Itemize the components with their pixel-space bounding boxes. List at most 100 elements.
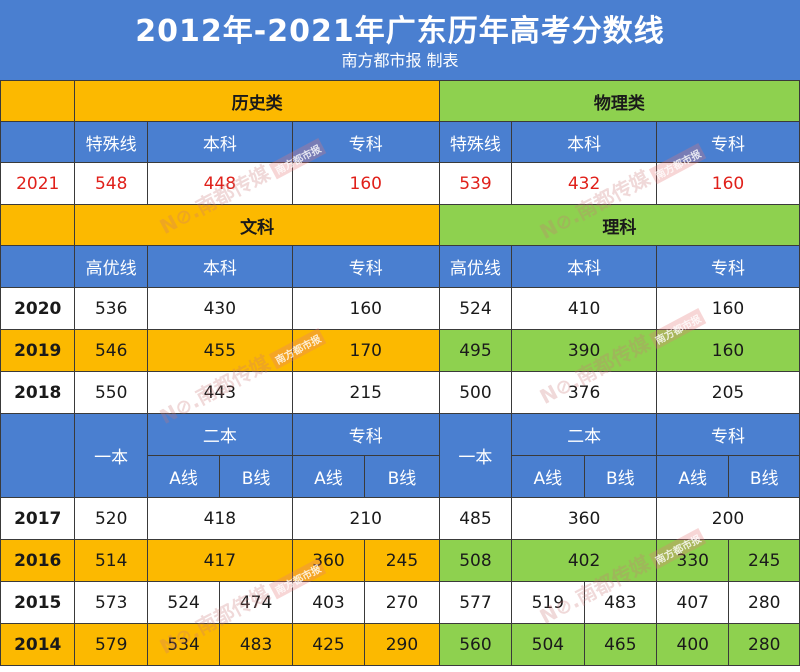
page-subtitle: 南方都市报 制表 bbox=[341, 51, 459, 70]
value-cell: 539 bbox=[438, 162, 513, 205]
year-cell: 2018 bbox=[0, 371, 76, 414]
header-cell: 一本 bbox=[438, 413, 513, 498]
value-cell: 519 bbox=[511, 581, 585, 624]
header-cell: 专科 bbox=[291, 245, 440, 288]
value-cell: 360 bbox=[291, 539, 366, 582]
value-cell: 504 bbox=[511, 623, 585, 666]
table-row: 2020 536 430 160 524 410 160 bbox=[0, 287, 800, 330]
value-cell: 410 bbox=[511, 287, 658, 330]
header-cell: 专科 bbox=[291, 121, 440, 163]
header-cell: 专科 bbox=[291, 413, 440, 456]
table-row: 2018 550 443 215 500 376 205 bbox=[0, 371, 800, 414]
column-header-row: 一本 二本 专科 一本 二本 专科 bbox=[0, 413, 800, 498]
value-cell: 407 bbox=[656, 581, 730, 624]
header-cell: 本科 bbox=[511, 245, 658, 288]
header-cell bbox=[0, 121, 76, 163]
value-cell: 403 bbox=[291, 581, 366, 624]
header-cell: 本科 bbox=[146, 245, 293, 288]
value-cell: 290 bbox=[364, 623, 440, 666]
header-cell: B线 bbox=[583, 455, 658, 498]
value-cell: 508 bbox=[438, 539, 513, 582]
value-cell: 215 bbox=[291, 371, 440, 414]
table-row: 2021 548 448 160 539 432 160 bbox=[0, 162, 800, 205]
value-cell: 483 bbox=[219, 623, 293, 666]
value-cell: 550 bbox=[74, 371, 148, 414]
header-cell: 本科 bbox=[511, 121, 658, 163]
section-header-row: 文科 理科 bbox=[0, 204, 800, 246]
table-row: 2019 546 455 170 495 390 160 bbox=[0, 329, 800, 372]
title-banner: 2012年-2021年广东历年高考分数线 南方都市报 制表 bbox=[0, 0, 800, 80]
value-cell: 417 bbox=[146, 539, 293, 582]
column-header-row: 特殊线 本科 专科 特殊线 本科 专科 bbox=[0, 121, 800, 163]
value-cell: 160 bbox=[656, 329, 800, 372]
value-cell: 560 bbox=[438, 623, 513, 666]
value-cell: 430 bbox=[146, 287, 293, 330]
value-cell: 245 bbox=[364, 539, 440, 582]
header-cell: A线 bbox=[656, 455, 730, 498]
corner-cell bbox=[0, 80, 76, 122]
value-cell: 474 bbox=[219, 581, 293, 624]
year-cell: 2014 bbox=[0, 623, 76, 666]
year-cell: 2020 bbox=[0, 287, 76, 330]
value-cell: 432 bbox=[511, 162, 658, 205]
section-label-science: 理科 bbox=[438, 204, 800, 246]
corner-cell bbox=[0, 204, 76, 246]
value-cell: 534 bbox=[146, 623, 221, 666]
header-cell: B线 bbox=[728, 455, 800, 498]
value-cell: 485 bbox=[438, 497, 513, 540]
value-cell: 577 bbox=[438, 581, 513, 624]
value-cell: 402 bbox=[511, 539, 658, 582]
header-cell: A线 bbox=[146, 455, 221, 498]
value-cell: 280 bbox=[728, 623, 800, 666]
header-cell: 专科 bbox=[656, 121, 800, 163]
year-cell: 2016 bbox=[0, 539, 76, 582]
section-header-row: 历史类 物理类 bbox=[0, 80, 800, 122]
value-cell: 448 bbox=[146, 162, 293, 205]
value-cell: 376 bbox=[511, 371, 658, 414]
value-cell: 418 bbox=[146, 497, 293, 540]
value-cell: 280 bbox=[728, 581, 800, 624]
header-cell: 本科 bbox=[146, 121, 293, 163]
value-cell: 524 bbox=[438, 287, 513, 330]
year-cell: 2019 bbox=[0, 329, 76, 372]
header-cell: A线 bbox=[511, 455, 585, 498]
header-cell: 一本 bbox=[74, 413, 148, 498]
header-cell: 特殊线 bbox=[74, 121, 148, 163]
year-cell: 2015 bbox=[0, 581, 76, 624]
table-row: 2016 514 417 360 245 508 402 330 245 bbox=[0, 539, 800, 582]
section-label-history: 历史类 bbox=[74, 80, 440, 122]
value-cell: 205 bbox=[656, 371, 800, 414]
header-cell: B线 bbox=[219, 455, 293, 498]
value-cell: 443 bbox=[146, 371, 293, 414]
section-label-arts: 文科 bbox=[74, 204, 440, 246]
header-cell: 高优线 bbox=[74, 245, 148, 288]
value-cell: 495 bbox=[438, 329, 513, 372]
value-cell: 536 bbox=[74, 287, 148, 330]
column-header-row: 高优线 本科 专科 高优线 本科 专科 bbox=[0, 245, 800, 288]
header-cell: B线 bbox=[364, 455, 440, 498]
value-cell: 270 bbox=[364, 581, 440, 624]
section-label-physics: 物理类 bbox=[438, 80, 800, 122]
value-cell: 160 bbox=[656, 162, 800, 205]
table-row: 2015 573 524 474 403 270 577 519 483 407… bbox=[0, 581, 800, 624]
header-cell bbox=[0, 413, 76, 498]
value-cell: 514 bbox=[74, 539, 148, 582]
header-cell: A线 bbox=[291, 455, 366, 498]
value-cell: 245 bbox=[728, 539, 800, 582]
value-cell: 425 bbox=[291, 623, 366, 666]
column-subheader-row: A线 B线 A线 B线 A线 B线 A线 B线 bbox=[1, 455, 800, 498]
table-row: 2014 579 534 483 425 290 560 504 465 400… bbox=[0, 623, 800, 666]
value-cell: 400 bbox=[656, 623, 730, 666]
value-cell: 160 bbox=[656, 287, 800, 330]
value-cell: 573 bbox=[74, 581, 148, 624]
value-cell: 500 bbox=[438, 371, 513, 414]
value-cell: 548 bbox=[74, 162, 148, 205]
header-cell: 二本 bbox=[146, 413, 293, 456]
header-cell: 专科 bbox=[656, 245, 800, 288]
value-cell: 390 bbox=[511, 329, 658, 372]
header-cell: 特殊线 bbox=[438, 121, 513, 163]
value-cell: 465 bbox=[583, 623, 658, 666]
value-cell: 483 bbox=[583, 581, 658, 624]
value-cell: 160 bbox=[291, 162, 440, 205]
value-cell: 200 bbox=[656, 497, 800, 540]
